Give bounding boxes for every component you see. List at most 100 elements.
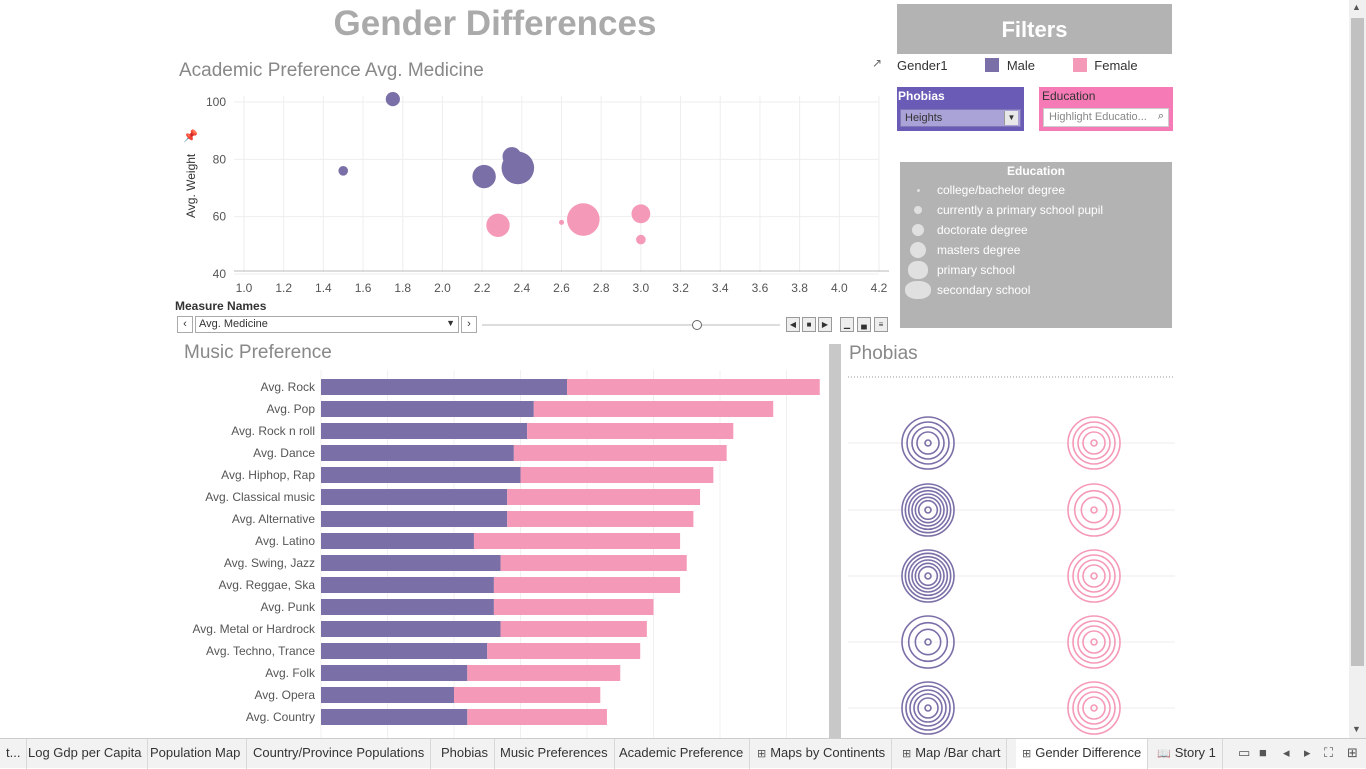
male-bar — [321, 665, 468, 681]
phobia-ring — [1077, 625, 1111, 659]
education-legend-item[interactable]: college/bachelor degree — [937, 183, 1066, 197]
fullscreen-icon[interactable]: ⛶ — [1324, 745, 1334, 760]
phobia-ring — [901, 483, 955, 537]
phobia-ring — [907, 489, 949, 531]
x-tick-label: 3.0 — [633, 281, 650, 295]
dashboard-icon: ⊞ — [757, 748, 767, 760]
phobia-ring — [1080, 496, 1108, 524]
phobia-ring — [1067, 549, 1121, 603]
step-forward-button[interactable]: ▶ — [818, 317, 832, 332]
sheet-tab[interactable]: Academic Preference — [613, 739, 751, 769]
x-tick-label: 4.0 — [831, 281, 848, 295]
show-filmstrip-icon[interactable]: ▭ — [1238, 745, 1251, 760]
x-tick-label: 1.6 — [355, 281, 372, 295]
external-link-icon[interactable]: ↗ — [872, 56, 883, 70]
size-dot-icon — [917, 189, 920, 192]
dashboard-icon: ⊞ — [1022, 748, 1032, 760]
phobia-ring — [924, 704, 932, 712]
size-dot-icon — [905, 281, 931, 299]
next-sheet-icon[interactable]: ▸ — [1304, 745, 1311, 760]
sheet-tab[interactable]: 📖 Story 1 — [1151, 739, 1223, 769]
sheet-tab[interactable]: Log Gdp per Capita — [22, 739, 149, 769]
y-tick-label: 80 — [213, 152, 227, 166]
phobia-ring — [906, 421, 950, 465]
x-tick-label: 1.8 — [394, 281, 411, 295]
female-legend-label[interactable]: Female — [1094, 58, 1138, 73]
category-label: Avg. Folk — [265, 666, 316, 680]
sheet-tab[interactable]: Music Preferences — [494, 739, 615, 769]
education-legend-item[interactable]: doctorate degree — [937, 223, 1028, 237]
scrollbar-thumb[interactable] — [1351, 18, 1364, 666]
phobia-ring — [914, 496, 942, 524]
phobia-ring — [1090, 439, 1098, 447]
stop-button[interactable]: ■ — [802, 317, 816, 332]
phobia-ring — [1077, 559, 1111, 593]
measure-slider-track[interactable] — [482, 324, 780, 326]
education-highlight-input[interactable]: Highlight Educatio... ⌕ — [1043, 108, 1169, 127]
y-tick-label: 40 — [213, 267, 227, 281]
y-tick-label: 100 — [206, 95, 226, 109]
measure-slider-thumb[interactable] — [692, 320, 702, 330]
category-label: Avg. Hiphop, Rap — [221, 468, 315, 482]
male-swatch[interactable] — [985, 58, 1000, 72]
phobias-filter-label: Phobias — [898, 89, 945, 103]
data-point — [486, 213, 510, 237]
step-back-button[interactable]: ◀ — [786, 317, 800, 332]
x-tick-label: 1.4 — [315, 281, 332, 295]
male-bar — [321, 643, 488, 659]
phobia-ring — [1082, 630, 1106, 654]
x-tick-label: 3.8 — [791, 281, 808, 295]
sheet-tab-label: Gender Difference — [1035, 745, 1142, 760]
phobia-ring — [914, 628, 942, 656]
next-measure-button[interactable]: › — [461, 316, 477, 333]
education-legend-item[interactable]: currently a primary school pupil — [937, 203, 1104, 217]
education-legend-item[interactable]: masters degree — [937, 243, 1021, 257]
phobia-ring — [911, 426, 945, 460]
sheet-tab[interactable]: Population Map — [144, 739, 248, 769]
category-label: Avg. Classical music — [205, 490, 315, 504]
education-legend-item[interactable]: primary school — [937, 263, 1016, 277]
phobia-ring — [1067, 483, 1121, 537]
previous-sheet-icon[interactable]: ◂ — [1283, 745, 1290, 760]
sheet-tab[interactable]: Phobias — [435, 739, 495, 769]
phobia-ring — [905, 685, 951, 731]
female-bar — [513, 445, 727, 461]
education-legend-item[interactable]: secondary school — [937, 283, 1031, 297]
sheet-tab[interactable]: Country/Province Populations — [247, 739, 432, 769]
sheet-tab[interactable]: ⊞ Maps by Continents — [751, 739, 893, 769]
sheet-tab-label: Maps by Continents — [770, 745, 886, 760]
phobias-dropdown[interactable]: Heights ▼ — [900, 109, 1021, 127]
category-label: Avg. Punk — [261, 600, 316, 614]
pin-icon[interactable]: 📌 — [183, 128, 198, 143]
measure-names-dropdown[interactable]: Avg. Medicine ▼ — [195, 316, 459, 333]
sheet-tab[interactable]: ⊞ Map /Bar chart — [896, 739, 1008, 769]
sheet-tab[interactable]: t... — [0, 739, 28, 769]
scroll-up-icon[interactable]: ▲ — [1352, 2, 1361, 12]
speed-slow-button[interactable]: ▁ — [840, 317, 854, 332]
x-tick-label: 2.6 — [553, 281, 570, 295]
female-swatch[interactable] — [1072, 58, 1087, 72]
data-point — [559, 219, 564, 225]
male-legend-label[interactable]: Male — [1006, 58, 1036, 73]
data-point — [472, 164, 496, 189]
x-tick-label: 2.4 — [513, 281, 530, 295]
sheet-tab-label: Population Map — [150, 745, 241, 760]
speed-medium-button[interactable]: ▄ — [857, 317, 871, 332]
speed-fast-button[interactable]: ≡ — [874, 317, 888, 332]
phobia-ring — [914, 562, 942, 590]
sheet-tab-label: Music Preferences — [500, 745, 608, 760]
previous-measure-button[interactable]: ‹ — [177, 316, 193, 333]
chevron-down-icon: ▼ — [1004, 111, 1018, 125]
show-tabs-icon[interactable]: ■ — [1259, 745, 1267, 760]
scroll-down-icon[interactable]: ▼ — [1352, 724, 1361, 734]
phobia-ring — [907, 621, 949, 663]
grid-view-icon[interactable]: ⊞ — [1347, 745, 1358, 760]
category-label: Avg. Metal or Hardrock — [193, 622, 316, 636]
academic-chart-title: Academic Preference Avg. Medicine — [179, 60, 484, 81]
chevron-down-icon: ▼ — [446, 318, 455, 328]
academic-scatter-chart: 1.0 1.2 1.4 1.6 1.8 2.0 2.2 2.4 2.6 2.8 3.0 3.2 3.4 3… — [183, 92, 889, 295]
sheet-tab[interactable]: ⊞ Gender Difference — [1016, 739, 1149, 769]
category-label: Avg. Techno, Trance — [206, 644, 315, 658]
phobia-ring — [1072, 421, 1116, 465]
x-tick-label: 4.2 — [871, 281, 888, 295]
